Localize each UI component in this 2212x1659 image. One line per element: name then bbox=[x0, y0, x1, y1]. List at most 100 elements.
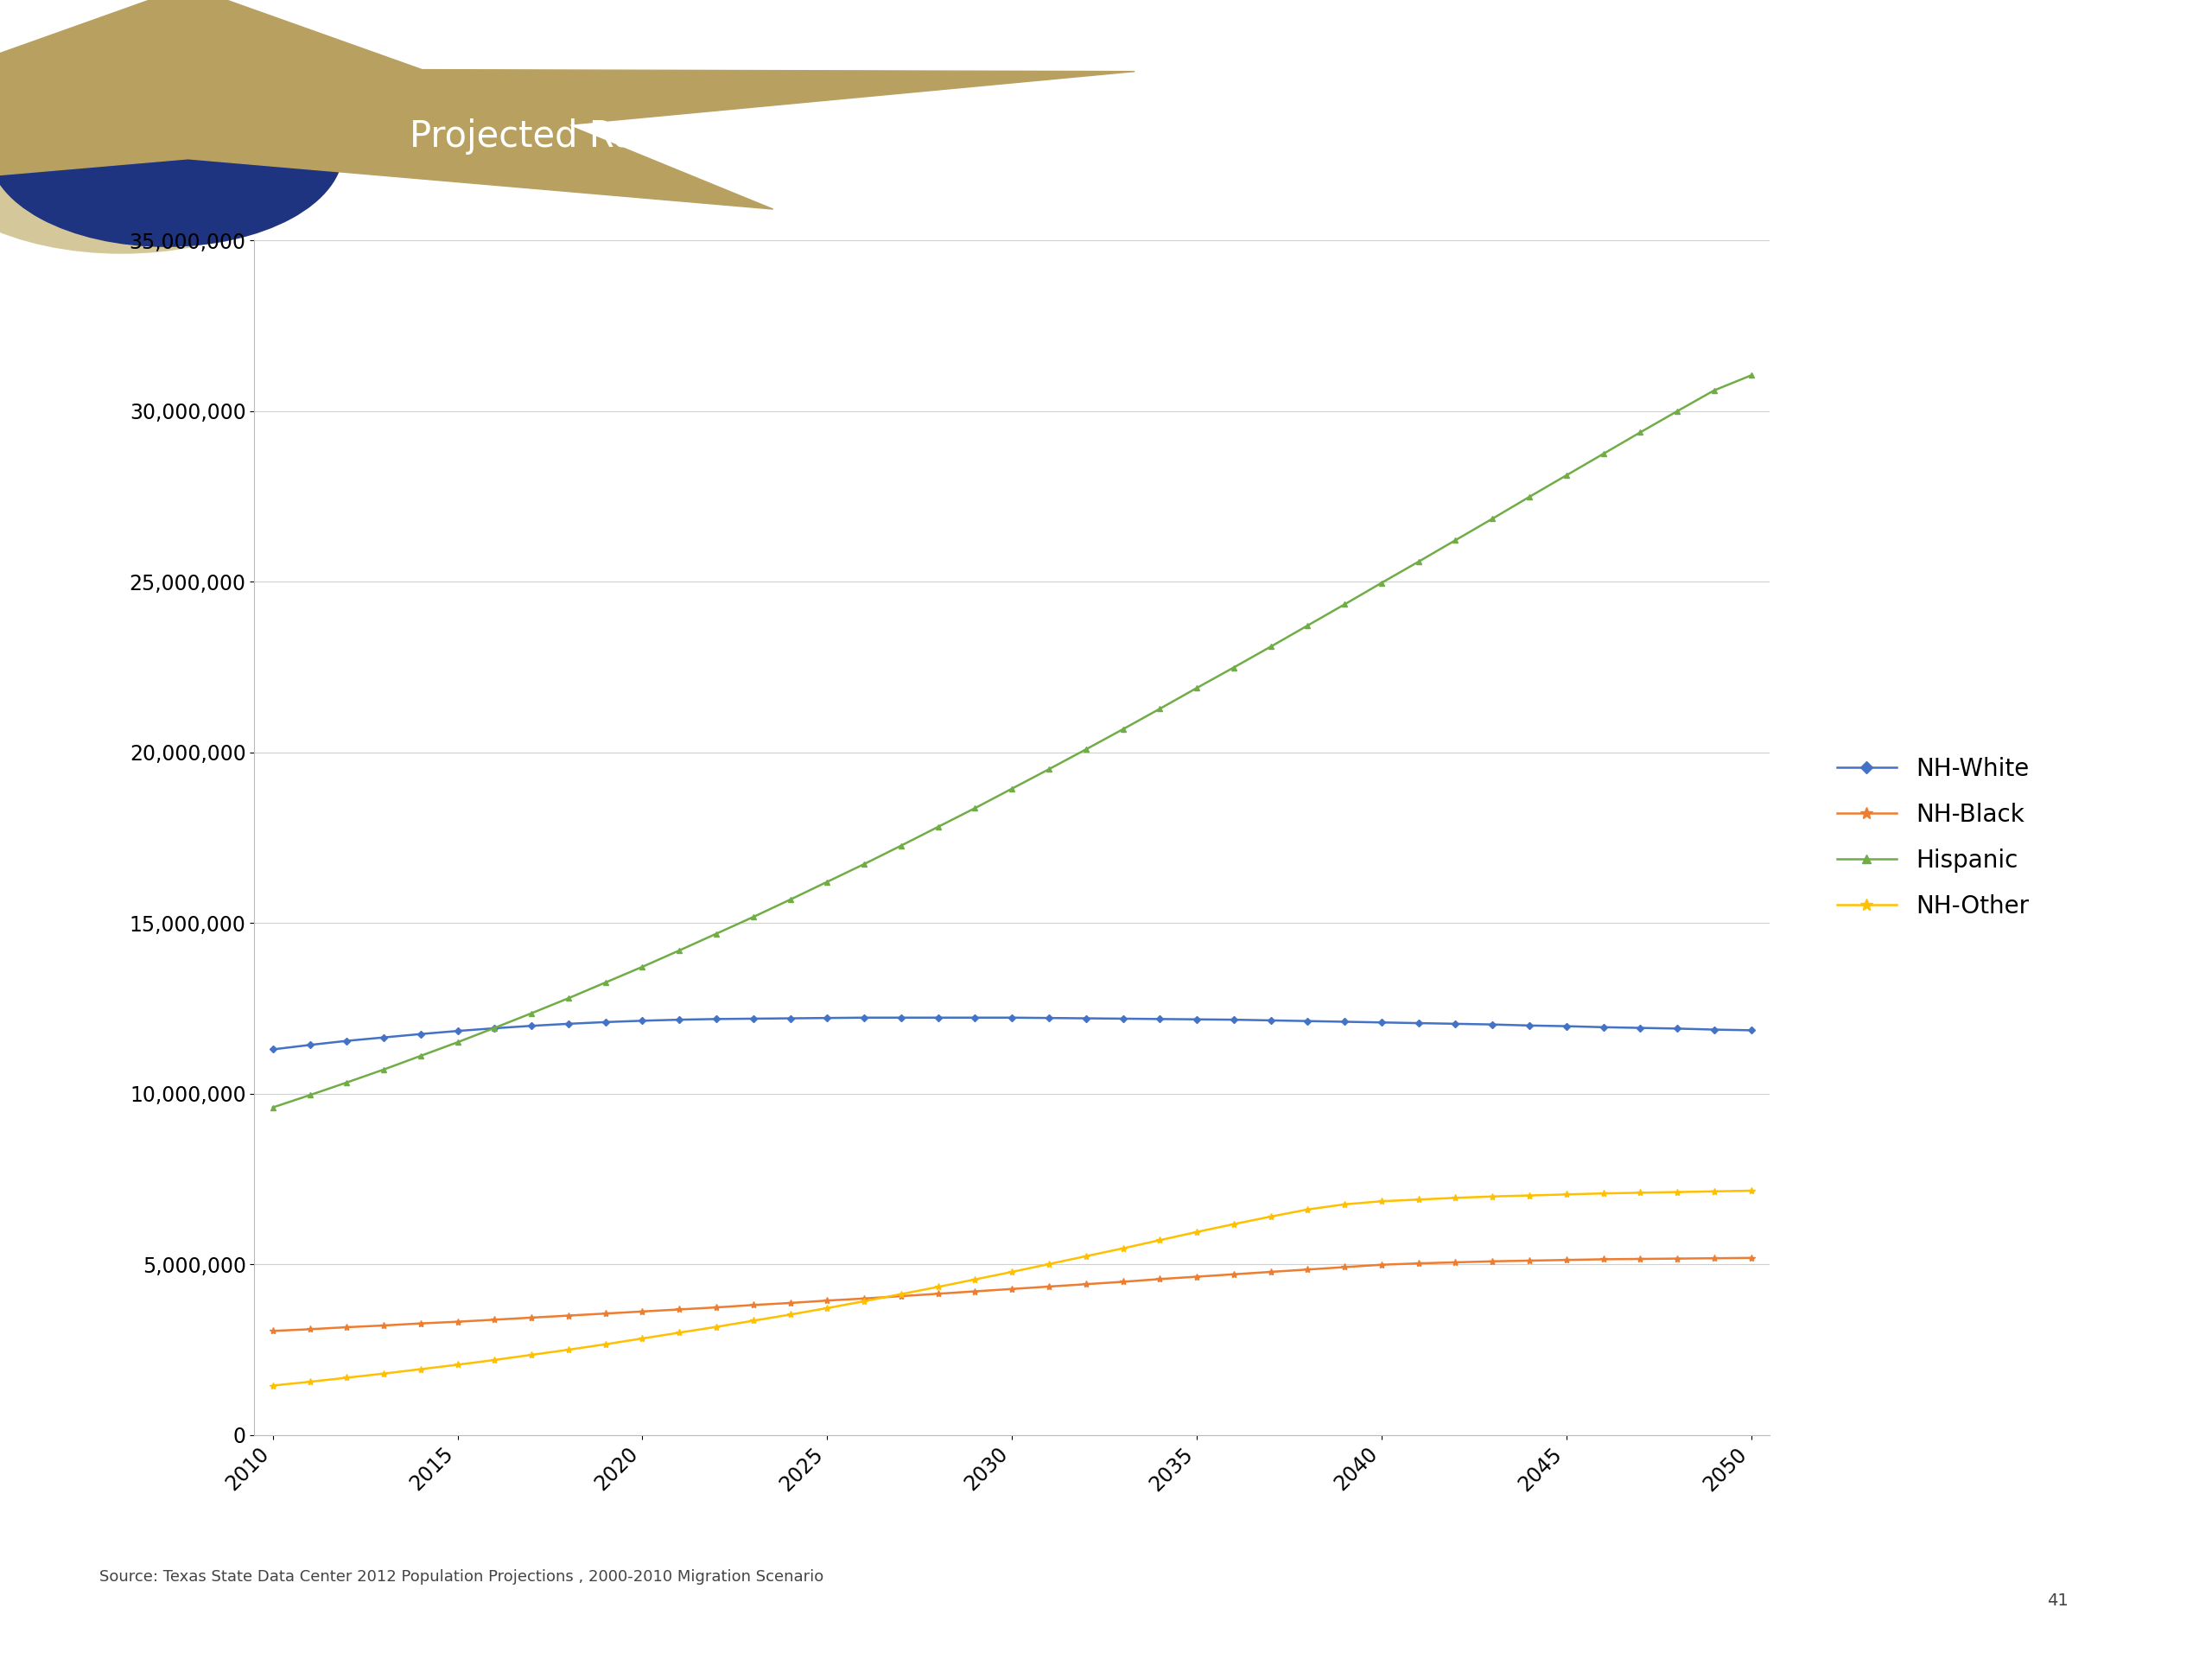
Hispanic bbox=[1442, 531, 1469, 551]
Hispanic bbox=[334, 1072, 361, 1092]
Ellipse shape bbox=[0, 55, 343, 247]
Hispanic bbox=[482, 1019, 509, 1039]
NH-White bbox=[259, 1040, 285, 1060]
NH-Other bbox=[703, 1317, 730, 1337]
Hispanic bbox=[1073, 740, 1099, 760]
Hispanic bbox=[1553, 466, 1579, 486]
Legend: NH-White, NH-Black, Hispanic, NH-Other: NH-White, NH-Black, Hispanic, NH-Other bbox=[1827, 748, 2039, 927]
NH-Other bbox=[1332, 1194, 1358, 1214]
NH-Other bbox=[1480, 1186, 1506, 1206]
Hispanic bbox=[296, 1085, 323, 1105]
NH-Other bbox=[1035, 1254, 1062, 1274]
NH-White bbox=[628, 1010, 655, 1030]
Hispanic bbox=[1332, 594, 1358, 614]
NH-White bbox=[1739, 1020, 1765, 1040]
NH-White bbox=[296, 1035, 323, 1055]
NH-Other bbox=[776, 1304, 803, 1324]
NH-White bbox=[1073, 1009, 1099, 1029]
NH-Other bbox=[852, 1291, 878, 1311]
NH-Black bbox=[1183, 1267, 1210, 1287]
Hispanic bbox=[1294, 615, 1321, 635]
NH-Black bbox=[369, 1316, 396, 1335]
NH-Other bbox=[482, 1350, 509, 1370]
NH-Black bbox=[1035, 1277, 1062, 1297]
NH-Other bbox=[1183, 1223, 1210, 1243]
NH-Black bbox=[1146, 1269, 1172, 1289]
NH-Black bbox=[482, 1309, 509, 1329]
Hispanic bbox=[1590, 445, 1617, 465]
NH-Black bbox=[776, 1292, 803, 1312]
Hispanic bbox=[741, 907, 768, 927]
NH-Black bbox=[1442, 1253, 1469, 1272]
Hispanic bbox=[1480, 509, 1506, 529]
NH-Other bbox=[593, 1334, 619, 1354]
Hispanic bbox=[1663, 401, 1690, 421]
NH-White bbox=[1515, 1015, 1542, 1035]
NH-Other bbox=[259, 1375, 285, 1395]
NH-White bbox=[1369, 1012, 1396, 1032]
Hispanic bbox=[814, 873, 841, 893]
NH-White bbox=[887, 1007, 914, 1027]
NH-White bbox=[814, 1009, 841, 1029]
NH-White bbox=[1332, 1012, 1358, 1032]
Hispanic bbox=[887, 836, 914, 856]
NH-Other bbox=[1294, 1199, 1321, 1219]
Line: NH-Black: NH-Black bbox=[270, 1254, 1754, 1334]
NH-White bbox=[482, 1019, 509, 1039]
NH-Black bbox=[962, 1281, 989, 1301]
NH-White bbox=[1110, 1009, 1137, 1029]
NH-White bbox=[1701, 1020, 1728, 1040]
NH-White bbox=[555, 1014, 582, 1034]
NH-Other bbox=[1146, 1231, 1172, 1251]
Text: Source: Texas State Data Center 2012 Population Projections , 2000-2010 Migratio: Source: Texas State Data Center 2012 Pop… bbox=[100, 1569, 823, 1584]
NH-Black bbox=[628, 1302, 655, 1322]
Hispanic bbox=[555, 989, 582, 1009]
NH-Black bbox=[445, 1312, 471, 1332]
NH-Black bbox=[555, 1306, 582, 1326]
NH-White bbox=[1590, 1017, 1617, 1037]
Hispanic bbox=[962, 798, 989, 818]
Hispanic bbox=[852, 854, 878, 874]
NH-Black bbox=[1221, 1264, 1248, 1284]
NH-White bbox=[1405, 1014, 1431, 1034]
NH-Other bbox=[1553, 1185, 1579, 1204]
NH-Other bbox=[1590, 1183, 1617, 1203]
NH-White bbox=[776, 1009, 803, 1029]
Hispanic bbox=[1183, 679, 1210, 698]
NH-White bbox=[1294, 1010, 1321, 1030]
NH-Black bbox=[1628, 1249, 1655, 1269]
Hispanic bbox=[407, 1045, 434, 1065]
NH-Black bbox=[1590, 1249, 1617, 1269]
Hispanic bbox=[1701, 380, 1728, 400]
NH-Black bbox=[1369, 1254, 1396, 1274]
NH-Black bbox=[593, 1304, 619, 1324]
NH-Black bbox=[741, 1296, 768, 1316]
Hispanic bbox=[703, 924, 730, 944]
NH-White bbox=[407, 1024, 434, 1044]
NH-White bbox=[518, 1015, 544, 1035]
NH-Black bbox=[1701, 1248, 1728, 1267]
NH-Black bbox=[1739, 1248, 1765, 1267]
NH-Black bbox=[814, 1291, 841, 1311]
NH-Other bbox=[1369, 1191, 1396, 1211]
NH-Other bbox=[962, 1269, 989, 1289]
NH-Other bbox=[1256, 1206, 1283, 1226]
NH-Black bbox=[1110, 1272, 1137, 1292]
NH-Other bbox=[555, 1340, 582, 1360]
NH-Black bbox=[998, 1279, 1024, 1299]
Line: Hispanic: Hispanic bbox=[270, 373, 1754, 1110]
NH-Other bbox=[998, 1262, 1024, 1282]
Text: Projected Racial and Ethnic Percent, Texas, 2010-2050: Projected Racial and Ethnic Percent, Tex… bbox=[409, 119, 1387, 154]
NH-White bbox=[925, 1007, 951, 1027]
NH-Other bbox=[1663, 1183, 1690, 1203]
NH-Black bbox=[259, 1321, 285, 1340]
Hispanic bbox=[259, 1098, 285, 1118]
NH-Black bbox=[703, 1297, 730, 1317]
NH-Other bbox=[1405, 1190, 1431, 1209]
Hispanic bbox=[1405, 552, 1431, 572]
NH-Black bbox=[1515, 1251, 1542, 1271]
NH-Black bbox=[1332, 1258, 1358, 1277]
NH-Other bbox=[741, 1311, 768, 1331]
NH-Black bbox=[1256, 1262, 1283, 1282]
Text: 41: 41 bbox=[2046, 1593, 2068, 1609]
